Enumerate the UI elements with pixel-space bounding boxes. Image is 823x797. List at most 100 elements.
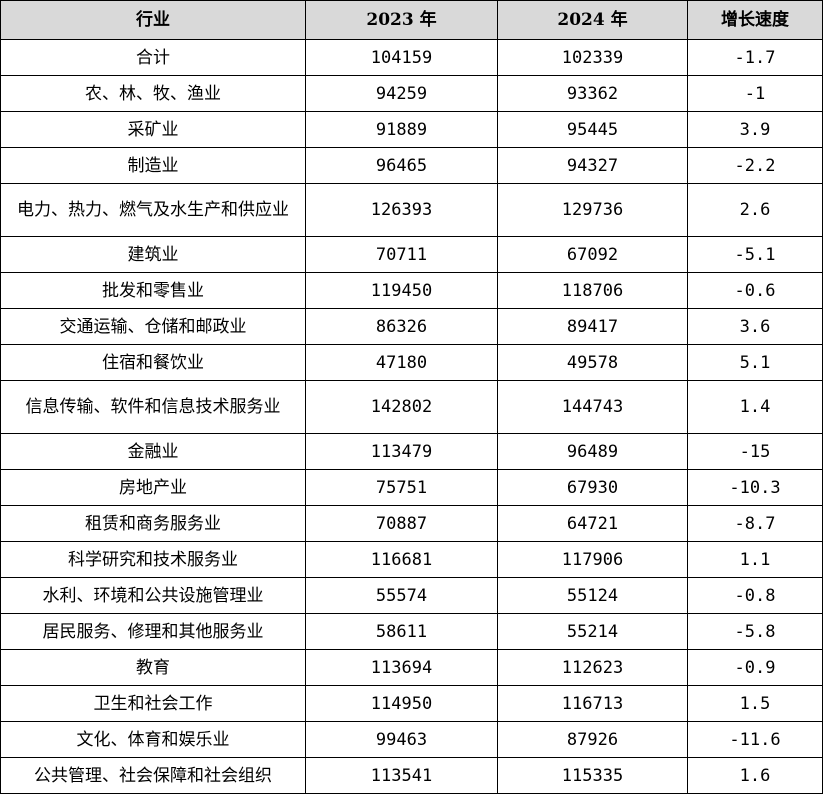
value-2024-cell: 96489 [497, 433, 688, 470]
value-2024-cell: 49578 [497, 344, 688, 381]
value-2024-cell: 144743 [497, 380, 688, 434]
table-row: 公共管理、社会保障和社会组织 113541 115335 1.6 [0, 757, 823, 794]
header-2023: 2023 年 [305, 0, 498, 40]
value-2023-cell: 47180 [305, 344, 498, 381]
table-row: 住宿和餐饮业 47180 49578 5.1 [0, 344, 823, 381]
value-2023-cell: 96465 [305, 147, 498, 184]
value-2024-cell: 87926 [497, 721, 688, 758]
industry-cell: 房地产业 [0, 469, 306, 506]
header-industry: 行业 [0, 0, 306, 40]
table-row: 科学研究和技术服务业 116681 117906 1.1 [0, 541, 823, 578]
industry-cell: 制造业 [0, 147, 306, 184]
value-2023-cell: 104159 [305, 39, 498, 76]
value-2023-cell: 75751 [305, 469, 498, 506]
industry-cell: 文化、体育和娱乐业 [0, 721, 306, 758]
growth-cell: 1.1 [687, 541, 823, 578]
industry-cell: 教育 [0, 649, 306, 686]
table-row: 采矿业 91889 95445 3.9 [0, 111, 823, 148]
industry-cell: 科学研究和技术服务业 [0, 541, 306, 578]
industry-cell: 卫生和社会工作 [0, 685, 306, 722]
value-2023-cell: 116681 [305, 541, 498, 578]
value-2023-cell: 94259 [305, 75, 498, 112]
growth-cell: 5.1 [687, 344, 823, 381]
value-2024-cell: 64721 [497, 505, 688, 542]
table-row: 卫生和社会工作 114950 116713 1.5 [0, 685, 823, 722]
table-row: 租赁和商务服务业 70887 64721 -8.7 [0, 505, 823, 542]
table-row: 信息传输、软件和信息技术服务业 142802 144743 1.4 [0, 380, 823, 434]
value-2023-cell: 99463 [305, 721, 498, 758]
growth-cell: -1 [687, 75, 823, 112]
industry-cell: 电力、热力、燃气及水生产和供应业 [0, 183, 306, 237]
industry-cell: 住宿和餐饮业 [0, 344, 306, 381]
value-2023-cell: 119450 [305, 272, 498, 309]
value-2023-cell: 113694 [305, 649, 498, 686]
growth-cell: 1.4 [687, 380, 823, 434]
value-2023-cell: 91889 [305, 111, 498, 148]
value-2023-cell: 55574 [305, 577, 498, 614]
value-2023-cell: 70887 [305, 505, 498, 542]
table-row: 制造业 96465 94327 -2.2 [0, 147, 823, 184]
growth-cell: 3.6 [687, 308, 823, 345]
growth-cell: -10.3 [687, 469, 823, 506]
table-row: 房地产业 75751 67930 -10.3 [0, 469, 823, 506]
table-row: 建筑业 70711 67092 -5.1 [0, 236, 823, 273]
industry-cell: 金融业 [0, 433, 306, 470]
industry-cell: 交通运输、仓储和邮政业 [0, 308, 306, 345]
table-row: 合计 104159 102339 -1.7 [0, 39, 823, 76]
growth-cell: -0.9 [687, 649, 823, 686]
value-2024-cell: 93362 [497, 75, 688, 112]
industry-cell: 居民服务、修理和其他服务业 [0, 613, 306, 650]
value-2023-cell: 58611 [305, 613, 498, 650]
industry-cell: 合计 [0, 39, 306, 76]
growth-cell: -8.7 [687, 505, 823, 542]
header-growth: 增长速度 [687, 0, 823, 40]
value-2023-cell: 86326 [305, 308, 498, 345]
growth-cell: 3.9 [687, 111, 823, 148]
table-row: 批发和零售业 119450 118706 -0.6 [0, 272, 823, 309]
value-2023-cell: 126393 [305, 183, 498, 237]
industry-cell: 公共管理、社会保障和社会组织 [0, 757, 306, 794]
growth-cell: -0.6 [687, 272, 823, 309]
value-2024-cell: 67930 [497, 469, 688, 506]
industry-cell: 水利、环境和公共设施管理业 [0, 577, 306, 614]
value-2024-cell: 89417 [497, 308, 688, 345]
value-2024-cell: 55124 [497, 577, 688, 614]
value-2024-cell: 129736 [497, 183, 688, 237]
value-2024-cell: 55214 [497, 613, 688, 650]
value-2023-cell: 113479 [305, 433, 498, 470]
growth-cell: -15 [687, 433, 823, 470]
industry-cell: 采矿业 [0, 111, 306, 148]
growth-cell: -11.6 [687, 721, 823, 758]
industry-cell: 建筑业 [0, 236, 306, 273]
value-2024-cell: 102339 [497, 39, 688, 76]
growth-cell: 1.5 [687, 685, 823, 722]
table-row: 交通运输、仓储和邮政业 86326 89417 3.6 [0, 308, 823, 345]
header-row: 行业 2023 年 2024 年 增长速度 [0, 0, 823, 40]
industry-cell: 租赁和商务服务业 [0, 505, 306, 542]
value-2023-cell: 113541 [305, 757, 498, 794]
table-row: 金融业 113479 96489 -15 [0, 433, 823, 470]
value-2024-cell: 95445 [497, 111, 688, 148]
industry-cell: 农、林、牧、渔业 [0, 75, 306, 112]
growth-cell: -5.1 [687, 236, 823, 273]
growth-cell: -2.2 [687, 147, 823, 184]
industry-cell: 信息传输、软件和信息技术服务业 [0, 380, 306, 434]
value-2024-cell: 116713 [497, 685, 688, 722]
table-row: 水利、环境和公共设施管理业 55574 55124 -0.8 [0, 577, 823, 614]
value-2023-cell: 70711 [305, 236, 498, 273]
growth-cell: -5.8 [687, 613, 823, 650]
value-2023-cell: 114950 [305, 685, 498, 722]
value-2024-cell: 67092 [497, 236, 688, 273]
table-row: 电力、热力、燃气及水生产和供应业 126393 129736 2.6 [0, 183, 823, 237]
value-2023-cell: 142802 [305, 380, 498, 434]
value-2024-cell: 118706 [497, 272, 688, 309]
table-row: 教育 113694 112623 -0.9 [0, 649, 823, 686]
value-2024-cell: 117906 [497, 541, 688, 578]
table-row: 农、林、牧、渔业 94259 93362 -1 [0, 75, 823, 112]
table-row: 文化、体育和娱乐业 99463 87926 -11.6 [0, 721, 823, 758]
growth-cell: -0.8 [687, 577, 823, 614]
growth-cell: -1.7 [687, 39, 823, 76]
growth-cell: 2.6 [687, 183, 823, 237]
growth-cell: 1.6 [687, 757, 823, 794]
